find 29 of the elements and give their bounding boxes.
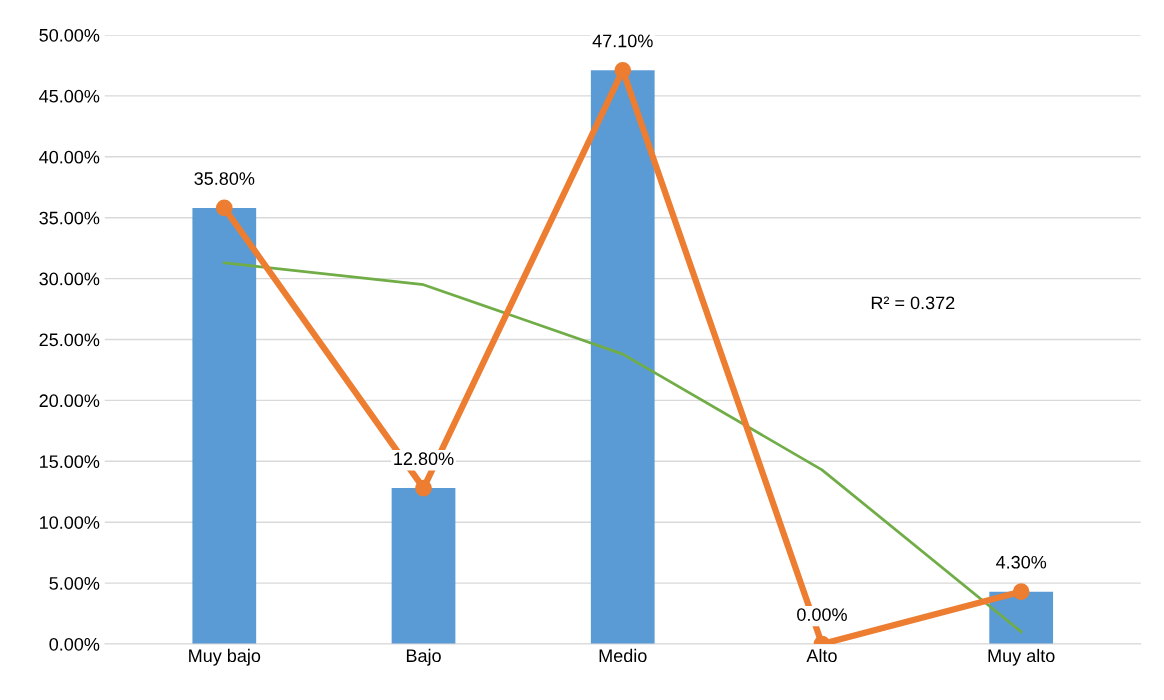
y-tick-label: 50.00% bbox=[39, 28, 100, 42]
y-tick-label: 40.00% bbox=[39, 150, 100, 164]
data-label: 47.10% bbox=[592, 34, 653, 48]
x-tick-label: Bajo bbox=[406, 648, 441, 666]
point bbox=[614, 61, 632, 79]
bar bbox=[590, 70, 655, 644]
point bbox=[1012, 583, 1030, 600]
x-tick-label: Alto bbox=[806, 648, 837, 663]
x-tick-label: Muy bajo bbox=[189, 648, 261, 666]
y-tick-label: 10.00% bbox=[40, 516, 100, 529]
bar bbox=[192, 207, 257, 644]
y-tick-label: 35.00% bbox=[39, 211, 100, 225]
y-tick-label: 30.00% bbox=[39, 272, 100, 286]
y-tick-label: 20.00% bbox=[39, 394, 100, 408]
y-tick-label: 25.00% bbox=[39, 333, 100, 347]
data-label: 12.80% bbox=[394, 452, 454, 466]
data-label: 0.00% bbox=[797, 608, 847, 621]
bar bbox=[391, 488, 456, 644]
y-tick-label: 5.00% bbox=[49, 577, 100, 590]
x-tick-label: Medio bbox=[599, 648, 647, 663]
data-label: 35.80% bbox=[194, 172, 255, 185]
y-tick-label: 0.00% bbox=[49, 637, 100, 651]
point bbox=[215, 199, 233, 217]
x-tick-label: Muy alto bbox=[988, 648, 1055, 666]
data-label: 4.30% bbox=[996, 555, 1047, 569]
annotation: R² = 0.372 bbox=[871, 296, 955, 310]
point bbox=[415, 479, 432, 497]
y-tick-label: 15.00% bbox=[40, 455, 100, 469]
y-tick-label: 45.00% bbox=[39, 89, 100, 103]
